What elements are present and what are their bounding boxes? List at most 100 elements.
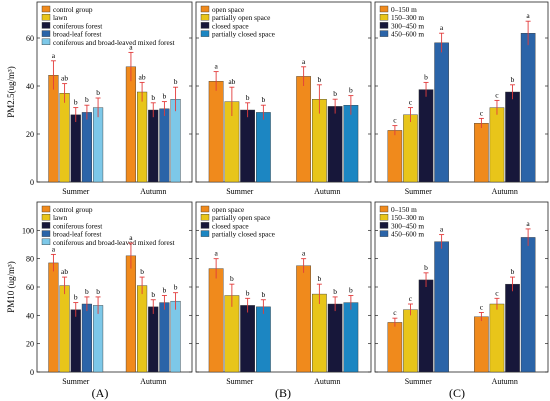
significance-letter: a <box>302 57 306 66</box>
bar <box>81 303 92 373</box>
legend-entry: 0–150 m <box>391 5 417 14</box>
y-tick-label: 60 <box>26 34 34 43</box>
legend-entry: partially open space <box>212 213 270 222</box>
y-tick-label: 20 <box>26 340 34 349</box>
y-tick-label: 80 <box>26 255 34 264</box>
legend-swatch <box>41 5 51 13</box>
bar <box>240 109 255 183</box>
x-tick-label: Autumn <box>314 187 340 196</box>
significance-letter: c <box>495 90 499 99</box>
bar <box>403 309 418 373</box>
significance-letter: b <box>96 287 100 296</box>
y-tick-label: 0 <box>30 368 34 377</box>
legend-entry: control group <box>53 5 93 14</box>
bar <box>159 108 170 183</box>
bar <box>208 80 224 183</box>
significance-letter: b <box>96 88 100 97</box>
significance-letter: b <box>151 290 155 299</box>
y-tick-label: 0 <box>30 178 34 187</box>
y-axis-label: PM10 (ug/m³) <box>6 261 16 312</box>
bar <box>170 98 181 183</box>
significance-letter: c <box>393 116 397 125</box>
panel-label-b: (B) <box>275 386 291 400</box>
bar <box>434 42 449 183</box>
significance-letter: b <box>262 290 266 299</box>
bar <box>59 92 70 183</box>
significance-letter: b <box>318 75 322 84</box>
legend-entry: partially closed space <box>212 230 275 239</box>
x-tick-label: Summer <box>226 187 253 196</box>
significance-letter: ab <box>228 77 235 86</box>
significance-letter: c <box>409 98 413 107</box>
x-tick-label: Autumn <box>314 377 340 386</box>
bar <box>474 122 489 183</box>
legend-swatch <box>41 30 51 37</box>
bar <box>312 293 327 373</box>
bar <box>505 283 520 373</box>
bar <box>125 66 137 183</box>
x-tick-label: Summer <box>405 377 432 386</box>
panel-label-a: (A) <box>92 386 109 400</box>
significance-letter: a <box>214 249 218 258</box>
bar <box>520 237 536 373</box>
legend-swatch <box>379 222 389 229</box>
significance-letter: b <box>349 86 353 95</box>
significance-letter: a <box>526 11 530 20</box>
bar <box>327 303 343 373</box>
legend-swatch <box>200 5 210 13</box>
significance-letter: b <box>424 263 428 272</box>
y-tick-label: 40 <box>26 82 34 91</box>
significance-letter: a <box>440 23 444 32</box>
bar <box>148 306 159 373</box>
bar <box>240 305 255 373</box>
legend-entry: 0–150 m <box>391 205 417 214</box>
bar <box>81 112 92 183</box>
bar <box>474 316 489 373</box>
significance-letter: b <box>333 89 337 98</box>
significance-letter: c <box>393 308 397 317</box>
legend-entry: lawn <box>53 213 68 222</box>
plot-frame <box>195 1 372 183</box>
legend-entry: broad-leaf forest <box>53 30 101 39</box>
legend-entry: lawn <box>53 13 68 22</box>
legend-entry: broad-leaf forest <box>53 230 101 239</box>
panel-label-c: (C) <box>449 386 465 400</box>
bar <box>327 106 343 183</box>
legend-swatch <box>200 30 210 37</box>
chart-pm10-a: 0 20 40 60 80 100 PM10 (ug/m³) control grouplaw… <box>6 201 193 386</box>
plot-frame <box>374 1 549 183</box>
significance-letter: b <box>140 267 144 276</box>
x-tick-label: Summer <box>62 377 89 386</box>
bar <box>137 285 148 373</box>
legend-entry: coniferous and broad-leaved mixed forest <box>53 38 175 47</box>
bar <box>387 130 403 183</box>
legend-entry: partially closed space <box>212 30 275 39</box>
bar <box>489 107 505 183</box>
significance-letter: b <box>349 286 353 295</box>
plot-frame <box>36 1 193 183</box>
significance-letter: b <box>74 293 78 302</box>
legend-swatch <box>41 230 51 237</box>
legend-entry: 300–450 m <box>391 221 424 230</box>
x-tick-label: Autumn <box>140 187 166 196</box>
legend-swatch <box>379 205 389 213</box>
legend-entry: coniferous forest <box>53 221 102 230</box>
significance-letter: ab <box>61 74 68 83</box>
significance-letter: a <box>302 249 306 258</box>
significance-letter: a <box>129 233 133 242</box>
legend-swatch <box>200 222 210 229</box>
x-tick-label: Autumn <box>492 377 518 386</box>
significance-letter: a <box>440 225 444 234</box>
legend-swatch <box>200 13 210 21</box>
significance-letter: a <box>526 219 530 228</box>
bar <box>59 285 70 373</box>
legend-swatch <box>379 230 389 237</box>
significance-letter: b <box>333 287 337 296</box>
significance-letter: a <box>52 51 56 60</box>
y-tick-label: 100 <box>22 226 34 235</box>
legend-entry: closed space <box>212 221 249 230</box>
x-tick-label: Autumn <box>492 187 518 196</box>
